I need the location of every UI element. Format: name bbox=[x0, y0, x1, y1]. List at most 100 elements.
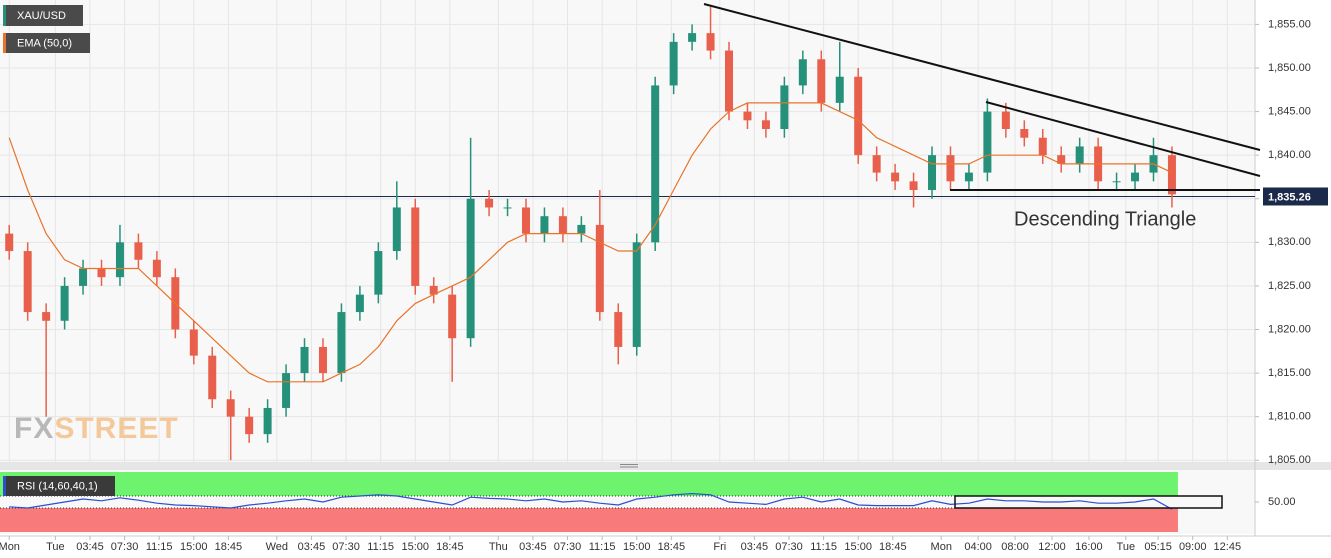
candle-body bbox=[485, 198, 494, 208]
x-tick-label: 12:45 bbox=[1214, 541, 1242, 553]
candle-body bbox=[392, 207, 401, 252]
rsi-oversold-zone bbox=[0, 508, 1178, 532]
watermark: FXSTREET bbox=[14, 412, 179, 445]
candle-body bbox=[817, 59, 826, 103]
candle-body bbox=[152, 259, 161, 278]
candle-body bbox=[1057, 155, 1066, 164]
candle-body bbox=[134, 242, 143, 260]
x-tick-label: 18:45 bbox=[436, 541, 464, 553]
candle-body bbox=[743, 111, 752, 121]
candle-body bbox=[1020, 129, 1029, 138]
candle-body bbox=[1038, 137, 1047, 156]
y-tick-label: 1,845.00 bbox=[1268, 105, 1311, 117]
price-pane bbox=[0, 0, 1255, 462]
candle-body bbox=[1001, 111, 1010, 130]
candle-body bbox=[79, 268, 88, 286]
last-price-label: 1,835.26 bbox=[1268, 191, 1311, 203]
candle-body bbox=[1112, 181, 1121, 183]
x-tick-label: 07:30 bbox=[775, 541, 803, 553]
candle-body bbox=[558, 216, 567, 234]
x-tick-label: Mon bbox=[0, 541, 20, 553]
candle-body bbox=[226, 399, 235, 417]
x-tick-label: 11:15 bbox=[146, 541, 173, 553]
candle-body bbox=[540, 216, 549, 234]
trend-lines bbox=[703, 3, 1261, 191]
candle-body bbox=[669, 41, 678, 86]
candle-body bbox=[208, 355, 217, 400]
rsi-tick-label: 50.00 bbox=[1268, 496, 1296, 508]
x-tick-label: 11:15 bbox=[810, 541, 837, 553]
y-tick-label: 1,850.00 bbox=[1268, 62, 1311, 74]
x-tick-label: Fri bbox=[713, 541, 726, 553]
separator-grip[interactable] bbox=[620, 464, 638, 468]
x-tick-label: 07:30 bbox=[332, 541, 360, 553]
x-tick-label: 07:30 bbox=[554, 541, 582, 553]
x-tick-label: Tue bbox=[1117, 541, 1136, 553]
watermark-suffix: STREET bbox=[54, 412, 178, 445]
candle-body bbox=[521, 207, 530, 234]
x-tick-label: 15:00 bbox=[623, 541, 651, 553]
candle-body bbox=[1131, 172, 1140, 182]
candle-body bbox=[263, 407, 272, 435]
candle-body bbox=[946, 155, 955, 182]
x-tick-label: 07:30 bbox=[111, 541, 139, 553]
candle-body bbox=[466, 198, 475, 339]
candle-body bbox=[854, 76, 863, 156]
x-tick-label: 03:45 bbox=[76, 541, 104, 553]
last-price-box bbox=[1263, 187, 1328, 206]
legend-ema-label: EMA (50,0) bbox=[17, 37, 72, 49]
candle-body bbox=[891, 172, 900, 182]
candle-body bbox=[761, 120, 770, 130]
legend-rsi[interactable]: RSI (14,60,40,1) bbox=[3, 476, 115, 496]
candle-body bbox=[706, 33, 715, 51]
x-tick-label: Wed bbox=[266, 541, 288, 553]
candle-body bbox=[97, 268, 106, 278]
candle-body bbox=[448, 294, 457, 339]
candle-body bbox=[725, 50, 734, 112]
candle-body bbox=[798, 59, 807, 86]
x-tick-label: 15:00 bbox=[180, 541, 208, 553]
legend-ema[interactable]: EMA (50,0) bbox=[3, 33, 90, 53]
y-tick-label: 1,810.00 bbox=[1268, 411, 1311, 423]
x-tick-label: 18:45 bbox=[658, 541, 686, 553]
candle-body bbox=[503, 207, 512, 209]
x-tick-label: 11:15 bbox=[367, 541, 394, 553]
rsi-range-box bbox=[954, 495, 1223, 509]
x-tick-label: 08:00 bbox=[1001, 541, 1029, 553]
candle-body bbox=[928, 155, 937, 191]
x-tick-label: Mon bbox=[931, 541, 952, 553]
legend-symbol-label: XAU/USD bbox=[17, 10, 66, 22]
candle-body bbox=[983, 111, 992, 173]
rsi-overbought-zone bbox=[0, 472, 1178, 496]
candle-body bbox=[411, 207, 420, 286]
y-tick-label: 1,855.00 bbox=[1268, 18, 1311, 30]
x-tick-label: 03:45 bbox=[741, 541, 769, 553]
watermark-prefix: FX bbox=[14, 412, 54, 445]
x-tick-label: 03:45 bbox=[519, 541, 547, 553]
candle-body bbox=[318, 346, 327, 374]
candle-body bbox=[23, 251, 32, 313]
candle-body bbox=[60, 285, 69, 321]
candle-body bbox=[429, 285, 438, 295]
candle-body bbox=[245, 416, 254, 435]
y-tick-label: 1,815.00 bbox=[1268, 367, 1311, 379]
candle-body bbox=[688, 33, 697, 42]
x-tick-label: 15:00 bbox=[401, 541, 429, 553]
legend-symbol[interactable]: XAU/USD bbox=[3, 5, 83, 26]
candle-body bbox=[835, 76, 844, 103]
pane-separator[interactable] bbox=[0, 462, 1331, 470]
x-tick-label: 15:00 bbox=[844, 541, 872, 553]
x-tick-label: 18:45 bbox=[215, 541, 243, 553]
candle-body bbox=[42, 312, 51, 321]
candle-body bbox=[632, 242, 641, 347]
x-tick-label: 11:15 bbox=[589, 541, 616, 553]
annotation: Descending Triangle bbox=[1014, 208, 1196, 230]
legend-rsi-label: RSI (14,60,40,1) bbox=[17, 480, 98, 492]
y-tick-label: 1,825.00 bbox=[1268, 280, 1311, 292]
candle-body bbox=[5, 233, 14, 252]
x-tick-label: Thu bbox=[489, 541, 508, 553]
candle-body bbox=[872, 155, 881, 173]
x-tick-label: 18:45 bbox=[879, 541, 907, 553]
candle-body bbox=[614, 312, 623, 347]
candle-body bbox=[595, 224, 604, 313]
